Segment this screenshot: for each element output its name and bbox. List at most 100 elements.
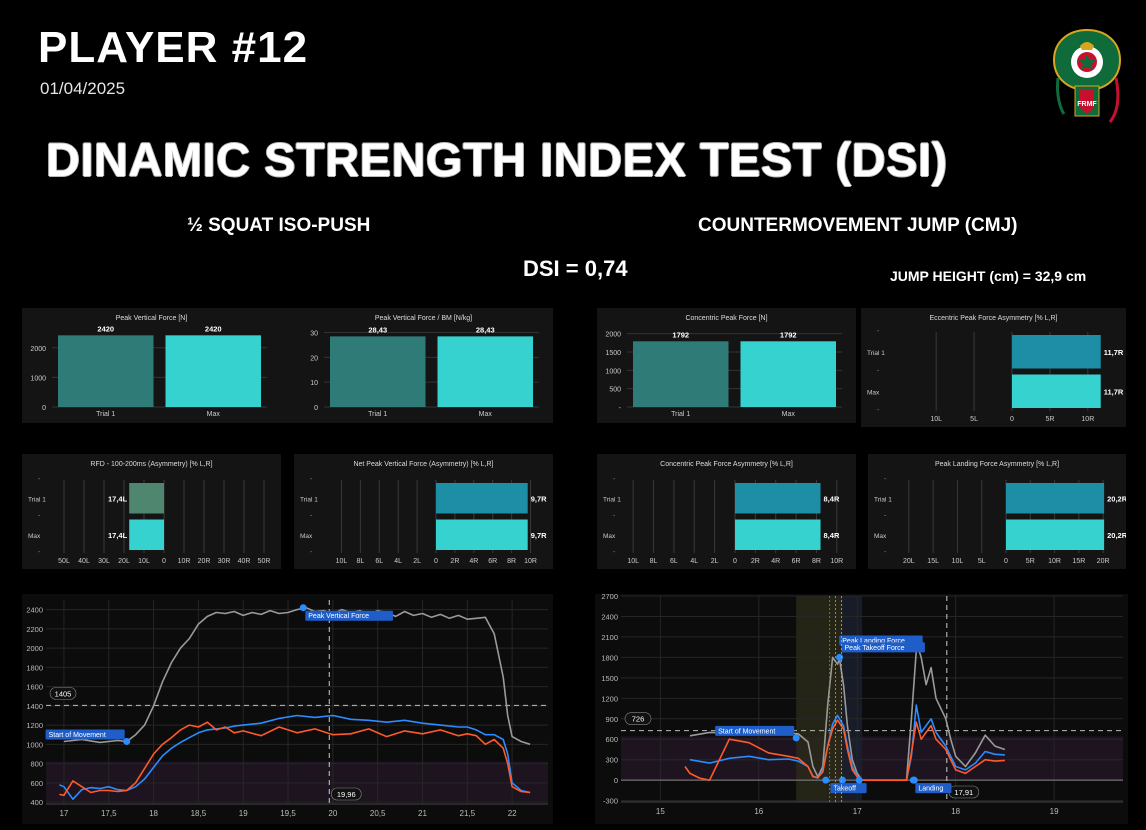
- rfd-asymmetry-svg: RFD - 100-200ms (Asymmetry) [% L,R] 50L 40…: [28, 461, 270, 565]
- x-tick-label: 10R: [1081, 416, 1094, 423]
- event-point: [910, 776, 918, 784]
- x-tick-label: 5L: [970, 416, 978, 423]
- x-tick-label: 4R: [771, 558, 780, 565]
- x-tick-label: 20: [328, 809, 337, 818]
- bar: [330, 336, 426, 407]
- y-tick-label: 0: [314, 405, 318, 412]
- jump-height: JUMP HEIGHT (cm) = 32,9 cm: [890, 268, 1087, 284]
- rfd-asymmetry-chart: RFD - 100-200ms (Asymmetry) [% L,R] 50L 40…: [22, 454, 281, 569]
- x-tick-label: 17: [853, 807, 862, 816]
- event-point: [855, 776, 863, 784]
- bar-value-label: 8,4R: [824, 531, 840, 540]
- x-tick-label: 10R: [1048, 558, 1061, 565]
- y-tick-label: -300: [603, 797, 618, 806]
- row-tick: -: [877, 368, 880, 375]
- chart-title: Peak Landing Force Asymmetry [% L,R]: [935, 461, 1059, 468]
- row-label: Max: [603, 533, 616, 540]
- row-tick: -: [884, 513, 887, 520]
- asymmetry-bar: [1006, 483, 1105, 514]
- cursor-pill: [330, 787, 362, 801]
- x-tick-label: 18,5: [191, 809, 207, 818]
- x-tick-label: 18: [951, 807, 960, 816]
- marker-label-bg: [305, 610, 393, 621]
- y-tick-label: 1400: [26, 702, 43, 711]
- chart-title: Peak Vertical Force [N]: [116, 315, 188, 322]
- y-tick-label: 400: [30, 798, 43, 807]
- x-tick-label: 15: [656, 807, 665, 816]
- row-label: Trial 1: [28, 496, 46, 503]
- bar-value-label: 1792: [672, 330, 689, 339]
- asymmetry-bar: [1006, 519, 1105, 550]
- y-tick-label: 2400: [26, 606, 43, 615]
- y-tick-label: 1800: [601, 653, 618, 662]
- y-tick-label: 2100: [601, 633, 618, 642]
- row-tick: -: [884, 476, 887, 483]
- asymmetry-bar: [129, 483, 164, 514]
- marker-label: Landing: [918, 786, 943, 793]
- marker-label-bg: [830, 783, 867, 794]
- x-tick-label: 18: [149, 809, 158, 818]
- phase-band: [46, 761, 548, 803]
- reference-pill: [624, 712, 652, 725]
- bar-value-label: 28,43: [368, 325, 387, 334]
- marker-label: Start of Movement: [718, 728, 775, 735]
- concentric-asymmetry-svg: Concentric Peak Force Asymmetry [% L,R] 1…: [603, 461, 843, 565]
- y-tick-label: 0: [614, 776, 618, 785]
- x-tick-label: Trial 1: [368, 411, 387, 418]
- marker-label-bg: [841, 642, 925, 653]
- bar-value-label: 17,4L: [108, 494, 128, 503]
- bar-value-label: 11,7R: [1104, 387, 1124, 396]
- concentric-peak-force-svg: Concentric Peak Force [N] - 500 1000 1500 200…: [605, 315, 842, 418]
- asymmetry-bar: [436, 483, 528, 514]
- test-date: 01/04/2025: [40, 79, 126, 98]
- x-tick-label: 10L: [627, 558, 639, 565]
- x-tick-label: 0: [1010, 416, 1014, 423]
- marker-label: Takeoff: [833, 786, 855, 793]
- x-tick-label: 8R: [507, 558, 516, 565]
- y-tick-label: 20: [310, 355, 318, 362]
- net-peak-asymmetry-chart: Net Peak Vertical Force (Asymmetry) [% L…: [294, 454, 553, 569]
- marker-point: [836, 653, 844, 661]
- bar: [633, 341, 729, 407]
- x-tick-label: 10R: [830, 558, 843, 565]
- bar-value-label: 9,7R: [531, 494, 547, 503]
- x-tick-label: 5L: [978, 558, 986, 565]
- y-tick-label: 30: [310, 330, 318, 337]
- marker-label: Start of Movement: [49, 732, 106, 739]
- marker-point: [123, 737, 131, 745]
- x-tick-label: 5R: [1045, 416, 1054, 423]
- y-tick-label: 2200: [26, 625, 43, 634]
- x-tick-label: Max: [782, 411, 796, 418]
- x-tick-label: 8R: [812, 558, 821, 565]
- row-tick: -: [38, 476, 41, 483]
- x-tick-label: 4R: [469, 558, 478, 565]
- row-tick: -: [38, 549, 41, 556]
- y-tick-label: 1000: [30, 375, 46, 382]
- x-tick-label: Max: [479, 411, 493, 418]
- peak-vertical-force-svg: Peak Vertical Force [N] 0 1000 2000 2420 Tria…: [30, 315, 267, 418]
- asymmetry-bar: [735, 483, 821, 514]
- y-tick-label: 1600: [26, 683, 43, 692]
- x-tick-label: 4L: [394, 558, 402, 565]
- peak-force-bm-svg: Peak Vertical Force / BM [N/kg] 0 10 20 30 28…: [310, 315, 539, 418]
- landing-asymmetry-svg: Peak Landing Force Asymmetry [% L,R] 20L 1…: [874, 461, 1126, 565]
- asymmetry-bar: [129, 519, 164, 550]
- marker-label-bg: [915, 783, 952, 794]
- row-tick: -: [613, 549, 616, 556]
- series-line: [684, 719, 1005, 781]
- y-tick-label: 2000: [605, 332, 621, 339]
- y-tick-label: 600: [605, 735, 618, 744]
- row-label: Trial 1: [867, 350, 885, 357]
- chart-title: Eccentric Peak Force Asymmetry [% L,R]: [930, 315, 1058, 322]
- x-tick-label: 30L: [98, 558, 110, 565]
- x-tick-label: 21,5: [460, 809, 476, 818]
- x-tick-label: 2L: [413, 558, 421, 565]
- eccentric-asymmetry-chart: Eccentric Peak Force Asymmetry [% L,R] 10…: [861, 308, 1126, 427]
- reference-line-label: 1405: [55, 689, 72, 698]
- row-label: Max: [28, 533, 41, 540]
- y-tick-label: 1200: [601, 694, 618, 703]
- x-tick-label: 20R: [1097, 558, 1110, 565]
- concentric-peak-force-chart: Concentric Peak Force [N] - 500 1000 1500 200…: [597, 308, 856, 423]
- reference-line-label: 726: [632, 715, 645, 724]
- row-tick: -: [613, 476, 616, 483]
